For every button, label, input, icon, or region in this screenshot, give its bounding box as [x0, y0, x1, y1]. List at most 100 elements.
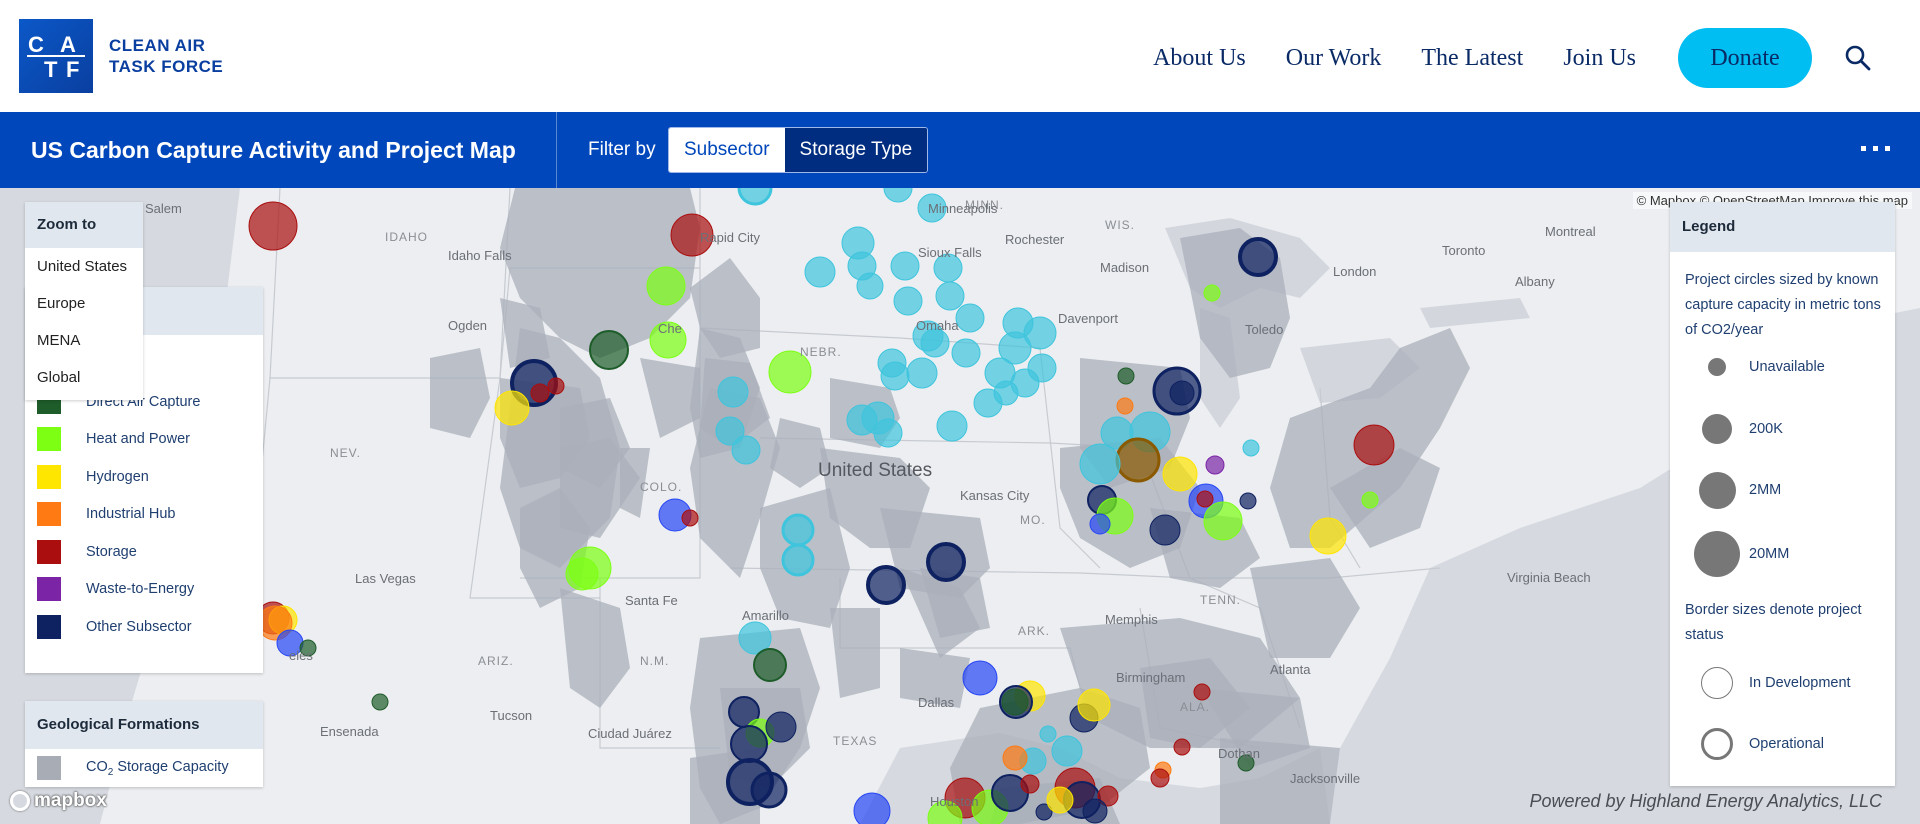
project-circle[interactable] — [893, 286, 923, 316]
donate-button[interactable]: Donate — [1678, 28, 1812, 88]
project-circle[interactable] — [1242, 439, 1260, 457]
project-circle[interactable] — [890, 251, 920, 281]
project-circle[interactable] — [955, 303, 985, 333]
zoom-mena[interactable]: MENA — [37, 332, 81, 349]
project-circle[interactable] — [1117, 367, 1135, 385]
project-circle[interactable] — [1361, 491, 1379, 509]
co2-storage-capacity-item[interactable]: CO2 Storage Capacity — [25, 749, 263, 787]
project-circle[interactable] — [565, 557, 599, 591]
project-circle[interactable] — [856, 272, 884, 300]
project-circle[interactable] — [715, 416, 745, 446]
nav-about-us[interactable]: About Us — [1153, 44, 1246, 71]
project-circle[interactable] — [1001, 688, 1029, 716]
project-circle[interactable] — [920, 328, 950, 358]
project-circle[interactable] — [883, 188, 913, 203]
project-circle[interactable] — [781, 543, 815, 577]
nav-the-latest[interactable]: The Latest — [1421, 44, 1524, 71]
project-circle[interactable] — [1162, 456, 1198, 492]
project-circle[interactable] — [846, 404, 878, 436]
project-circle[interactable] — [1237, 754, 1255, 772]
project-circle[interactable] — [765, 711, 797, 743]
more-options-button[interactable] — [1861, 146, 1890, 151]
project-circle[interactable] — [753, 648, 787, 682]
project-circle[interactable] — [1089, 513, 1111, 535]
subsector-item[interactable]: Industrial Hub — [37, 496, 200, 534]
project-circle[interactable] — [737, 188, 773, 206]
project-circle[interactable] — [917, 193, 947, 223]
project-circle[interactable] — [1039, 725, 1057, 743]
project-circle[interactable] — [1196, 490, 1214, 508]
zoom-united-states[interactable]: United States — [37, 258, 128, 275]
project-circle[interactable] — [646, 266, 686, 306]
search-button[interactable] — [1838, 38, 1878, 78]
project-circle[interactable] — [866, 565, 906, 605]
project-circle[interactable] — [927, 800, 963, 824]
project-circle[interactable] — [1046, 786, 1074, 814]
project-circle[interactable] — [299, 639, 317, 657]
project-circle[interactable] — [681, 509, 699, 527]
nav-our-work[interactable]: Our Work — [1285, 44, 1382, 71]
project-circle[interactable] — [781, 513, 815, 547]
project-circle[interactable] — [873, 418, 903, 448]
project-circle[interactable] — [1116, 397, 1134, 415]
project-circle[interactable] — [589, 330, 629, 370]
project-circle[interactable] — [1079, 443, 1121, 485]
project-circle[interactable] — [731, 435, 761, 465]
subsector-item[interactable]: Other Subsector — [37, 608, 200, 646]
project-circle[interactable] — [1169, 380, 1195, 406]
zoom-europe[interactable]: Europe — [37, 295, 86, 312]
subsector-item[interactable]: Hydrogen — [37, 458, 200, 496]
project-circle[interactable] — [1203, 501, 1243, 541]
project-circle[interactable] — [1035, 803, 1053, 821]
project-circle[interactable] — [530, 383, 550, 403]
filter-subsector-button[interactable]: Subsector — [669, 128, 785, 172]
project-circle[interactable] — [853, 792, 891, 824]
project-circle[interactable] — [936, 410, 968, 442]
subsector-item[interactable]: Storage — [37, 533, 200, 571]
subsector-item[interactable]: Heat and Power — [37, 421, 200, 459]
project-circle[interactable] — [730, 725, 768, 763]
project-circle[interactable] — [906, 357, 938, 389]
project-circle[interactable] — [494, 390, 530, 426]
project-circle[interactable] — [935, 281, 965, 311]
project-circle[interactable] — [547, 377, 565, 395]
filter-storage-type-button[interactable]: Storage Type — [784, 128, 928, 172]
project-circle[interactable] — [1002, 745, 1028, 771]
project-circle[interactable] — [1020, 774, 1040, 794]
project-circle[interactable] — [880, 361, 910, 391]
project-circle[interactable] — [1149, 514, 1181, 546]
project-circle[interactable] — [1203, 284, 1221, 302]
map-canvas[interactable]: Salem IDAHO Idaho Falls Rapid City MINN.… — [0, 188, 1920, 824]
mapbox-logo[interactable]: mapbox — [10, 790, 107, 812]
project-circles[interactable] — [248, 188, 1395, 824]
project-circle[interactable] — [371, 693, 389, 711]
project-circle[interactable] — [750, 771, 788, 809]
project-circle[interactable] — [670, 213, 714, 257]
project-circle[interactable] — [1309, 517, 1347, 555]
project-circle[interactable] — [649, 321, 687, 359]
project-circle[interactable] — [738, 621, 772, 655]
project-circle[interactable] — [1353, 424, 1395, 466]
project-circle[interactable] — [1205, 455, 1225, 475]
project-circle[interactable] — [248, 201, 298, 251]
project-circle[interactable] — [1239, 492, 1257, 510]
project-circle[interactable] — [1082, 798, 1108, 824]
project-circle[interactable] — [1077, 688, 1111, 722]
subsector-item[interactable]: Waste-to-Energy — [37, 571, 200, 609]
project-circle[interactable] — [993, 380, 1019, 406]
zoom-global[interactable]: Global — [37, 369, 81, 386]
project-circle[interactable] — [1173, 738, 1191, 756]
catf-logo[interactable]: C A T F CLEAN AIR TASK FORCE — [19, 19, 223, 93]
project-circle[interactable] — [998, 331, 1032, 365]
project-circle[interactable] — [1097, 785, 1119, 807]
project-circle[interactable] — [1051, 735, 1083, 767]
project-circle[interactable] — [1238, 237, 1278, 277]
project-circle[interactable] — [1150, 768, 1170, 788]
project-circle[interactable] — [1115, 437, 1161, 483]
project-circle[interactable] — [717, 376, 749, 408]
nav-join-us[interactable]: Join Us — [1563, 44, 1636, 71]
project-circle[interactable] — [926, 542, 966, 582]
project-circle[interactable] — [962, 660, 998, 696]
project-circle[interactable] — [1193, 683, 1211, 701]
project-circle[interactable] — [768, 350, 812, 394]
